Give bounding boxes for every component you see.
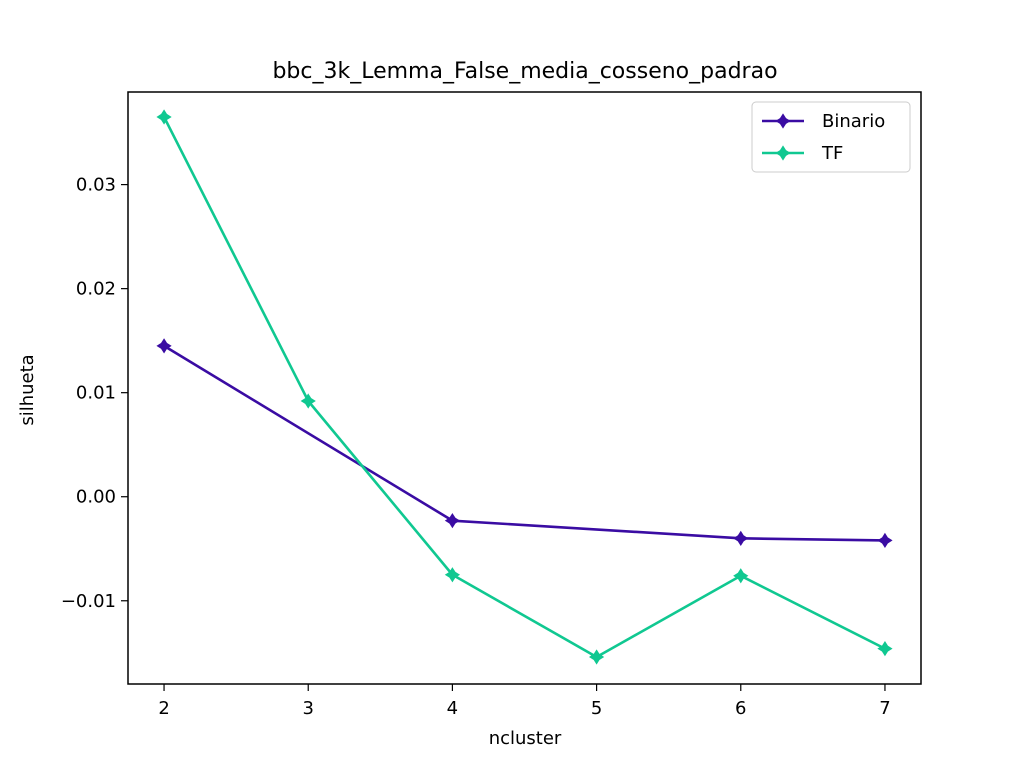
x-axis-label: ncluster [489,728,562,749]
series-line-binario [163,344,885,542]
legend-box [751,101,911,173]
chart-title: bbc_3k_Lemma_False_media_cosseno_padrao [272,59,777,84]
legend-marker-binario [775,113,791,129]
y-tick-label: −0.01 [61,591,116,612]
x-tick-label: 4 [447,698,458,719]
x-axis: 2 3 4 5 6 7 [158,684,891,719]
data-point-tf [444,567,461,583]
x-tick-label: 7 [879,698,890,719]
data-point-binario [156,338,172,354]
plot-series [156,109,893,665]
y-tick-label: 0.00 [76,487,116,508]
data-point-tf [156,109,172,125]
x-tick-label: 2 [158,698,169,719]
x-tick-label: 3 [303,698,314,719]
legend-label-tf: TF [821,143,843,164]
data-point-binario [877,532,893,549]
x-tick-label: 5 [591,698,602,719]
plot-area-frame [127,91,922,685]
data-point-tf [877,641,893,657]
legend-marker-tf [775,145,791,161]
y-tick-label: 0.03 [76,175,116,196]
data-point-binario [444,513,461,529]
data-point-tf [588,649,605,665]
data-point-tf [300,393,316,409]
legend-label-binario: Binario [822,111,885,132]
y-axis: −0.01 0.00 0.01 0.02 0.03 [61,175,128,612]
legend: Binario TF [751,101,911,173]
series-line-tf [162,116,886,659]
y-tick-label: 0.01 [76,383,116,404]
data-point-tf [733,568,749,584]
y-axis-label: silhueta [17,354,38,425]
y-tick-label: 0.02 [76,279,116,300]
x-tick-label: 6 [735,698,746,719]
data-point-binario [733,530,749,546]
